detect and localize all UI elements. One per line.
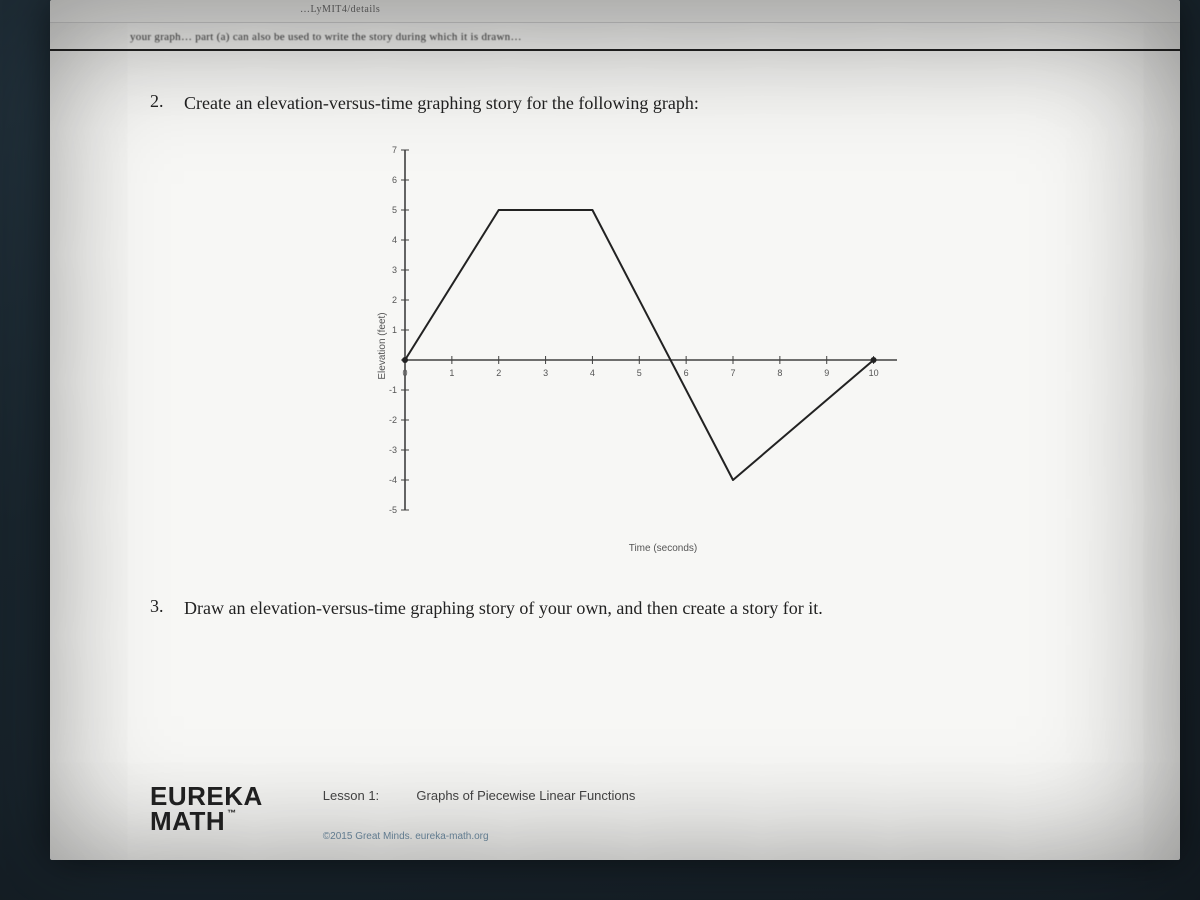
problem-3-text: Draw an elevation-versus-time graphing s…	[184, 596, 823, 621]
svg-text:5: 5	[392, 205, 397, 215]
cutoff-text: your graph… part (a) can also be used to…	[130, 31, 522, 43]
worksheet-body: 2. Create an elevation-versus-time graph…	[50, 51, 1180, 661]
svg-text:5: 5	[637, 368, 642, 378]
svg-text:3: 3	[392, 265, 397, 275]
brand-tm: ™	[227, 808, 237, 818]
svg-text:9: 9	[824, 368, 829, 378]
problem-2-number: 2.	[150, 91, 184, 116]
svg-text:7: 7	[392, 145, 397, 155]
svg-text:8: 8	[777, 368, 782, 378]
lesson-label: Lesson 1:	[323, 788, 413, 803]
page-footer: EUREKA MATH™ Lesson 1: Graphs of Piecewi…	[150, 784, 1120, 842]
svg-text:6: 6	[392, 175, 397, 185]
svg-text:-2: -2	[389, 415, 397, 425]
brand-line2: MATH	[150, 806, 225, 836]
svg-text:4: 4	[392, 235, 397, 245]
cutoff-text-row: your graph… part (a) can also be used to…	[50, 23, 1180, 51]
chart-svg: 0 1 2 3 4 5 6 7 8 9 10 -5 -4 -3 -2 -1 1 2 3 4 5 6 7	[355, 136, 915, 556]
svg-text:-1: -1	[389, 385, 397, 395]
chart-xlabel: Time (seconds)	[629, 543, 698, 554]
problem-3: 3. Draw an elevation-versus-time graphin…	[150, 596, 1120, 621]
lesson-title: Graphs of Piecewise Linear Functions	[416, 788, 635, 803]
problem-3-number: 3.	[150, 596, 184, 621]
lesson-block: Lesson 1: Graphs of Piecewise Linear Fun…	[323, 784, 636, 842]
copyright: ©2015 Great Minds. eureka-math.org	[323, 831, 636, 842]
svg-text:-3: -3	[389, 445, 397, 455]
elevation-chart: Elevation (feet) 0 1 2 3 4 5 6 7 8 9 10 -5 -4 -3 -2 -1 1…	[355, 136, 915, 556]
photo-frame: …LyMIT4/details your graph… part (a) can…	[0, 0, 1200, 900]
svg-text:6: 6	[684, 368, 689, 378]
svg-text:0: 0	[402, 368, 407, 378]
svg-text:7: 7	[730, 368, 735, 378]
svg-text:10: 10	[869, 368, 879, 378]
brand-logo: EUREKA MATH™	[150, 784, 263, 833]
screen-area: …LyMIT4/details your graph… part (a) can…	[50, 0, 1180, 860]
problem-2: 2. Create an elevation-versus-time graph…	[150, 91, 1120, 116]
svg-text:1: 1	[449, 368, 454, 378]
url-fragment: …LyMIT4/details	[300, 4, 380, 15]
svg-text:2: 2	[392, 295, 397, 305]
svg-text:2: 2	[496, 368, 501, 378]
svg-text:-5: -5	[389, 505, 397, 515]
svg-text:4: 4	[590, 368, 595, 378]
svg-text:3: 3	[543, 368, 548, 378]
browser-chrome: …LyMIT4/details	[50, 0, 1180, 23]
problem-2-text: Create an elevation-versus-time graphing…	[184, 91, 699, 116]
chart-ylabel: Elevation (feet)	[377, 313, 388, 380]
svg-text:1: 1	[392, 325, 397, 335]
svg-text:-4: -4	[389, 475, 397, 485]
